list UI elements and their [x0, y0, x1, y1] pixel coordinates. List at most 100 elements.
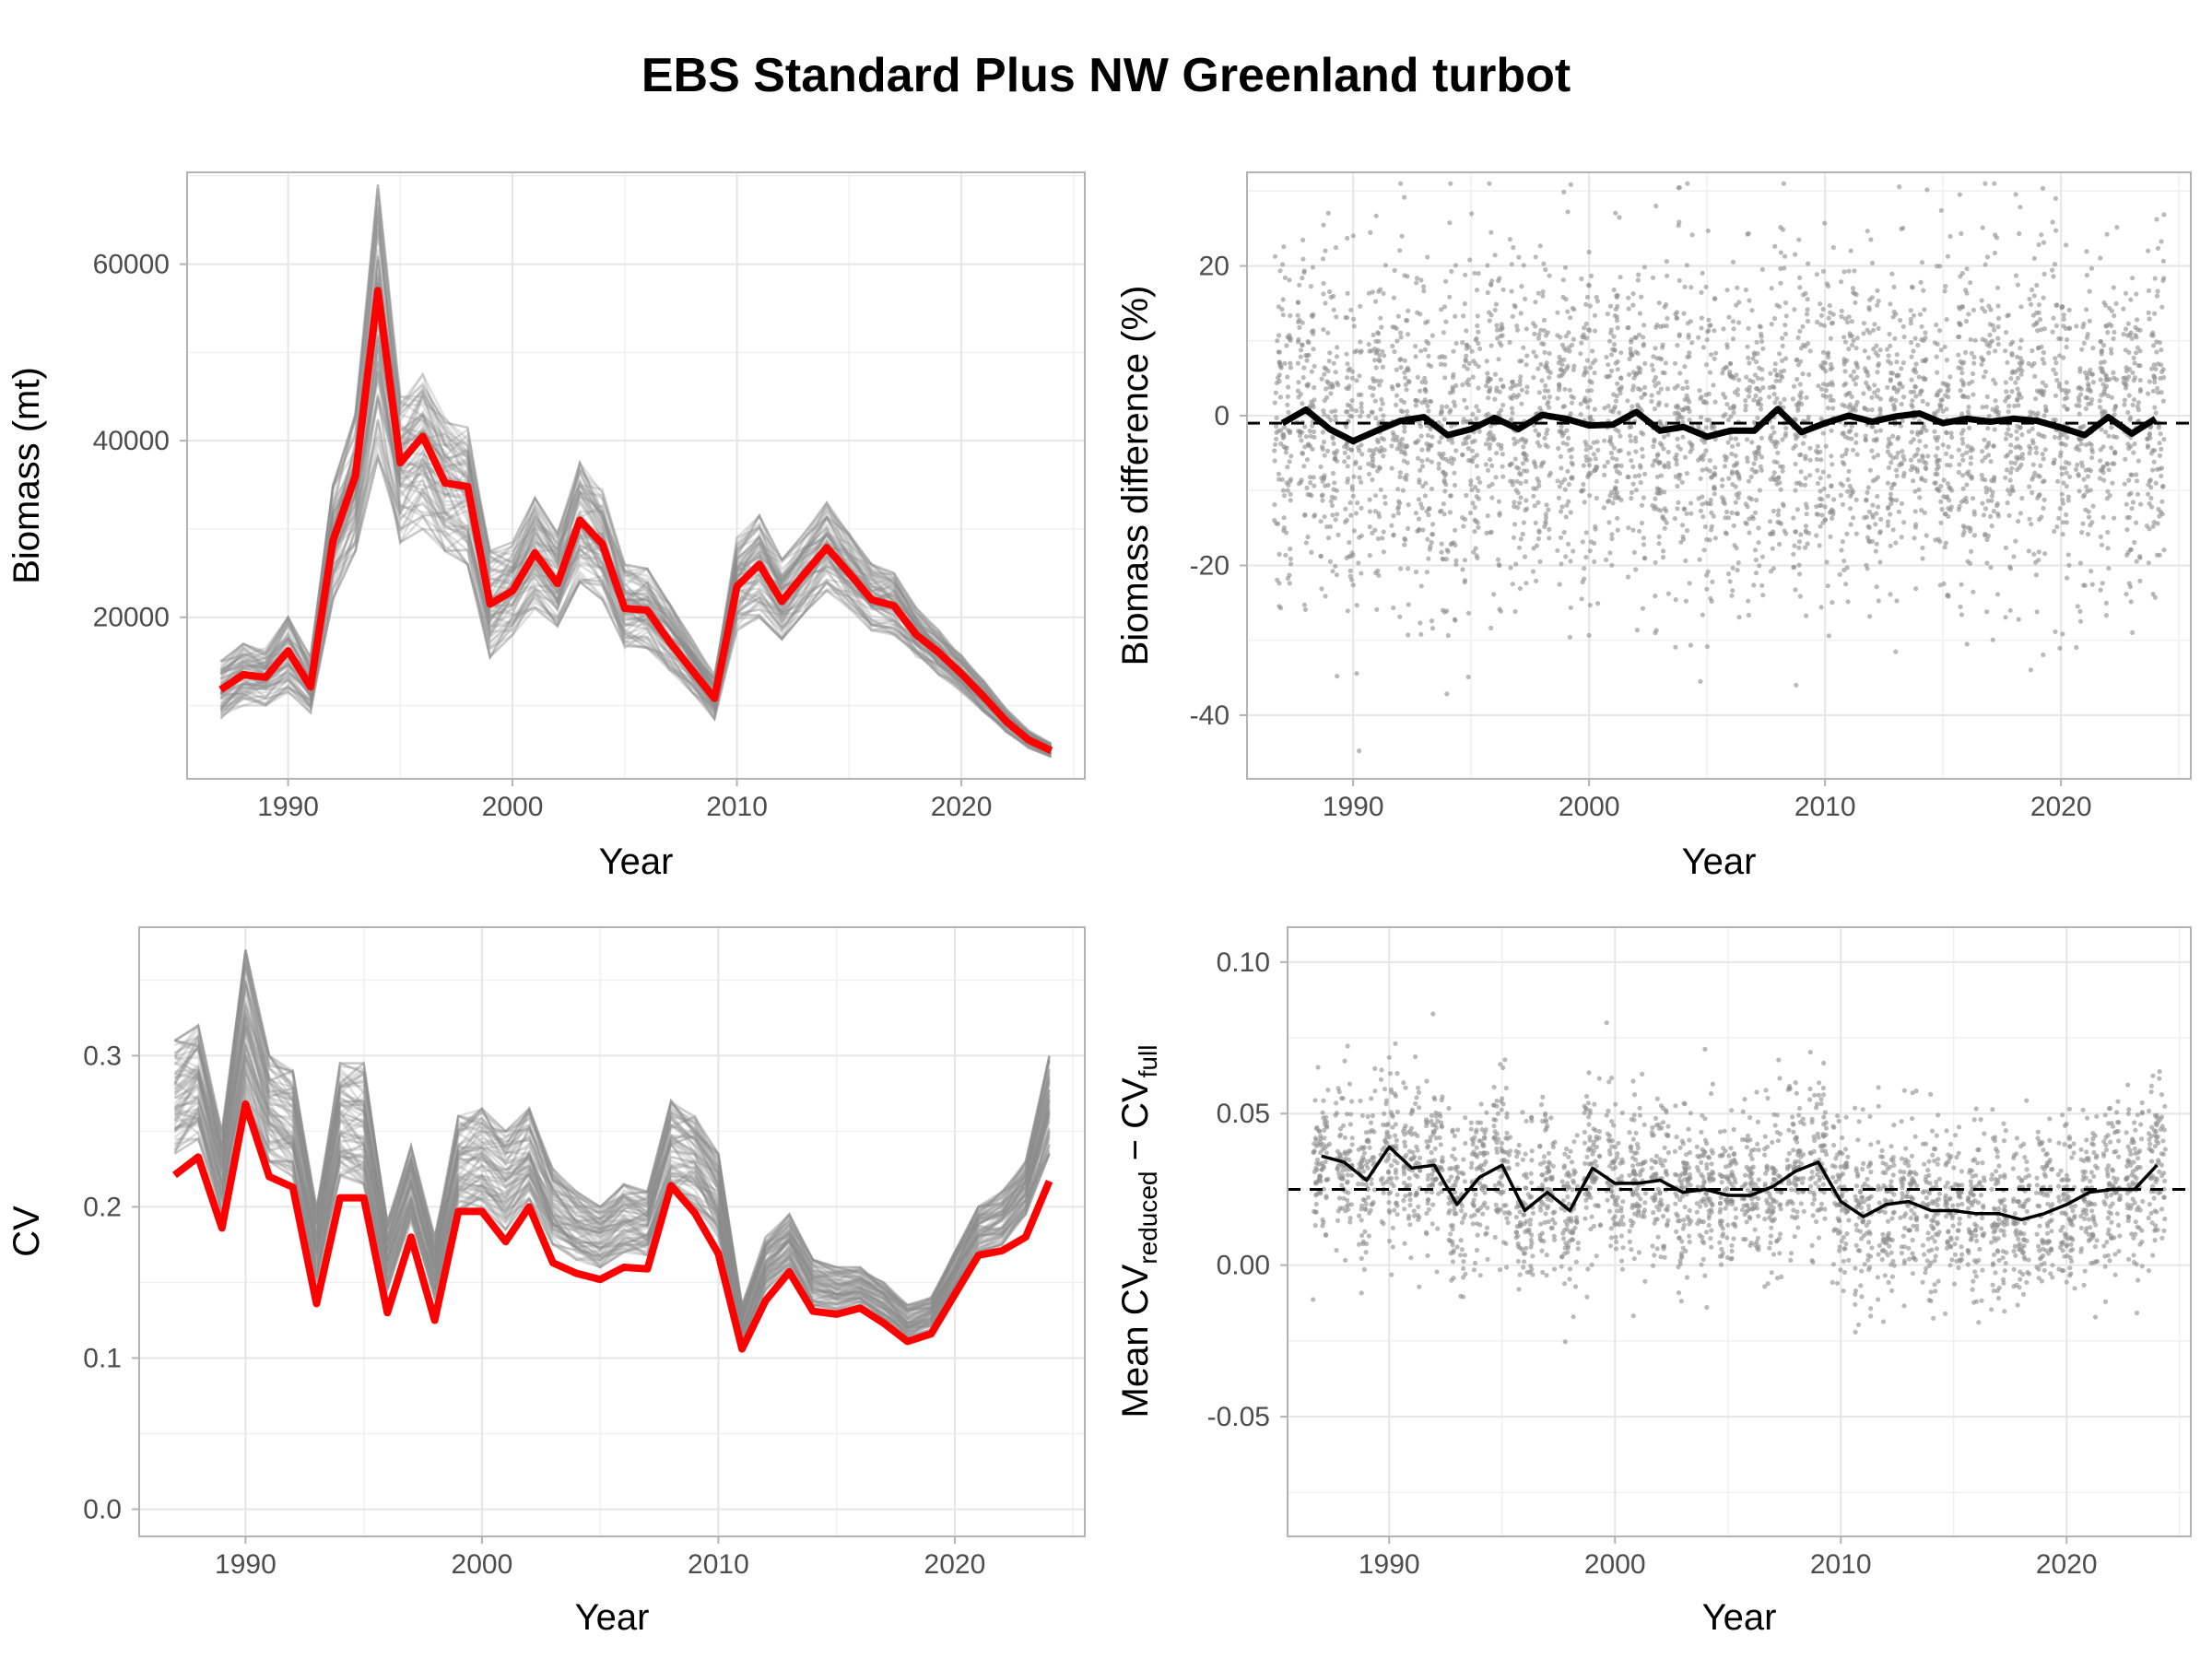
replicate-point [1614, 468, 1619, 475]
replicate-point [1590, 348, 1595, 354]
replicate-point [1429, 1112, 1434, 1118]
replicate-point [1484, 530, 1489, 536]
replicate-point [1980, 449, 1985, 454]
replicate-point [1652, 378, 1657, 383]
replicate-point [1848, 506, 1853, 512]
replicate-point [1870, 327, 1877, 333]
replicate-point [1783, 323, 1788, 328]
replicate-point [1689, 232, 1695, 238]
replicate-point [2103, 600, 2109, 606]
replicate-point [1746, 612, 1751, 618]
replicate-point [2059, 305, 2065, 311]
replicate-point [2033, 396, 2039, 402]
replicate-point [1745, 344, 1750, 349]
replicate-point [1615, 325, 1620, 331]
replicate-point [1408, 1255, 1414, 1261]
replicate-point [1400, 488, 1406, 493]
replicate-point [1300, 276, 1305, 281]
replicate-point [1790, 396, 1795, 402]
replicate-point [1473, 361, 1478, 367]
replicate-point [1347, 1081, 1353, 1087]
replicate-point [1517, 378, 1523, 383]
replicate-point [1328, 391, 1334, 396]
replicate-point [1942, 545, 1947, 550]
replicate-point [1778, 521, 1784, 526]
replicate-point [2053, 360, 2059, 366]
replicate-point [1548, 1176, 1554, 1182]
replicate-point [1295, 312, 1300, 318]
replicate-point [1429, 1159, 1434, 1164]
replicate-point [1771, 383, 1776, 389]
replicate-point [1852, 268, 1857, 274]
replicate-series-line [219, 421, 1052, 757]
replicate-point [1499, 442, 1504, 448]
replicate-point [1684, 528, 1690, 534]
replicate-point [1442, 354, 1448, 360]
replicate-point [1638, 479, 1643, 486]
replicate-point [1900, 449, 1905, 454]
replicate-point [2081, 477, 2087, 482]
replicate-point [1364, 1241, 1370, 1247]
replicate-point [1453, 382, 1459, 388]
replicate-point [1313, 1137, 1319, 1143]
replicate-point [1542, 349, 1547, 355]
replicate-point [2098, 255, 2103, 261]
replicate-point [1466, 434, 1472, 440]
replicate-point [1497, 1181, 1502, 1187]
replicate-point [1703, 500, 1709, 506]
replicate-point [2006, 409, 2011, 415]
replicate-point [1300, 451, 1306, 456]
replicate-point [1583, 301, 1589, 307]
replicate-point [1438, 411, 1443, 417]
replicate-point [1538, 1101, 1545, 1108]
replicate-point [1743, 407, 1748, 413]
replicate-point [1371, 451, 1377, 456]
replicate-point [1543, 512, 1548, 517]
replicate-point [1521, 1265, 1526, 1270]
replicate-series-line [219, 205, 1053, 745]
replicate-point [1447, 220, 1453, 226]
replicate-series-line [219, 453, 1052, 758]
replicate-point [1281, 431, 1287, 437]
replicate-point [1287, 459, 1292, 465]
replicate-point [1654, 356, 1660, 361]
replicate-series-line [174, 1041, 1051, 1335]
replicate-point [1710, 579, 1715, 584]
replicate-point [1332, 480, 1337, 486]
replicate-point [1370, 459, 1375, 465]
replicate-point [1349, 1172, 1355, 1178]
replicate-point [1381, 1190, 1386, 1195]
replicate-point [1782, 528, 1787, 534]
replicate-point [1452, 470, 1457, 476]
replicate-point [1626, 295, 1631, 300]
replicate-point [1451, 348, 1456, 354]
replicate-point [2053, 323, 2059, 328]
replicate-point [1398, 566, 1404, 571]
replicate-point [2003, 615, 2008, 620]
replicate-point [1413, 569, 1419, 575]
replicate-point [1932, 429, 1937, 434]
replicate-point [1967, 425, 1972, 430]
replicate-point [2007, 477, 2013, 483]
replicate-point [1641, 384, 1648, 390]
replicate-point [1751, 582, 1757, 588]
replicate-point [1578, 401, 1583, 406]
replicate-point [1937, 582, 1943, 588]
replicate-point [1470, 374, 1476, 380]
replicate-series-line [219, 196, 1053, 745]
replicate-point [1958, 388, 1963, 394]
replicate-point [1321, 280, 1326, 287]
replicate-point [1360, 1155, 1366, 1160]
replicate-point [1363, 1206, 1369, 1212]
replicate-point [1329, 502, 1335, 509]
replicate-point [1320, 498, 1325, 503]
replicate-point [1910, 404, 1915, 409]
replicate-point [1672, 516, 1677, 522]
replicate-point [1548, 1115, 1554, 1121]
replicate-point [1504, 1265, 1510, 1270]
replicate-point [2035, 495, 2041, 500]
replicate-point [1346, 1190, 1351, 1195]
replicate-point [1908, 316, 1913, 323]
replicate-point [1901, 520, 1907, 525]
replicate-point [1665, 315, 1670, 321]
